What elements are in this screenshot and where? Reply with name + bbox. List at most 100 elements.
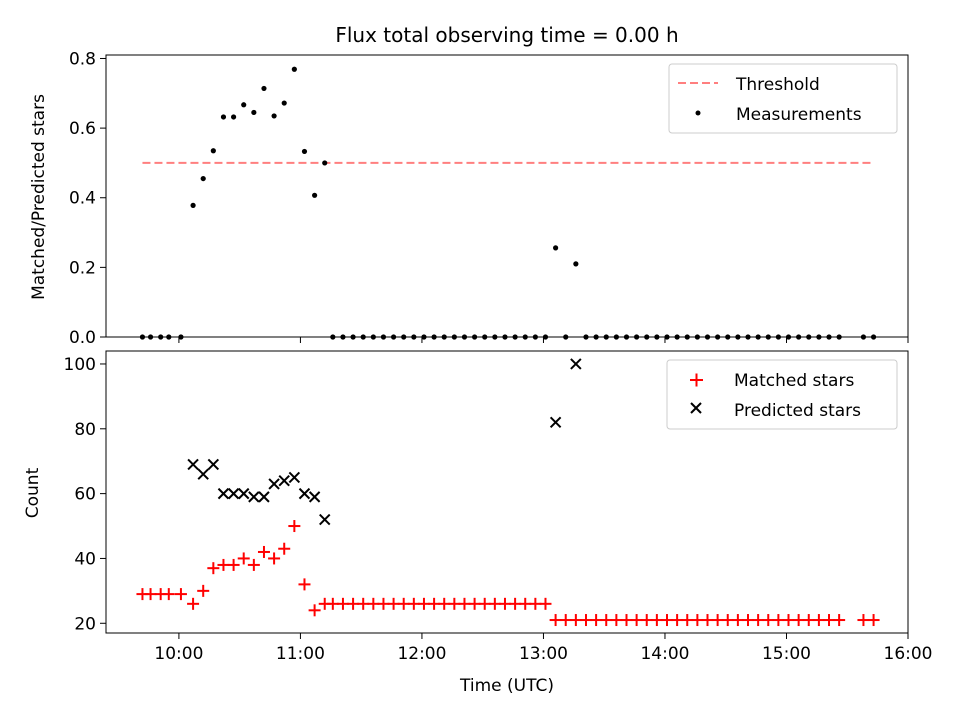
measurement-point <box>785 334 792 340</box>
matched-star-point <box>772 614 785 627</box>
bottom-plot-frame <box>105 350 909 634</box>
measurement-point <box>775 334 781 340</box>
measurement-point <box>623 334 630 340</box>
top-y-axis: 0.0 0.2 0.4 0.6 0.8 <box>69 49 106 348</box>
measurement-point <box>322 160 328 166</box>
measurement-point <box>340 334 346 340</box>
matched-star-point <box>742 614 755 627</box>
matched-star-point <box>174 588 187 601</box>
measurement-point <box>644 334 650 340</box>
matched-star-point <box>278 542 291 555</box>
matched-star-point <box>539 597 552 610</box>
matched-star-point <box>357 597 370 610</box>
bottom-legend-box <box>666 359 898 430</box>
matched-star-point <box>417 597 430 610</box>
top-plot-marks <box>139 66 877 340</box>
y-tick-label: 80 <box>74 420 96 440</box>
matched-star-point <box>187 597 200 610</box>
matched-star-point <box>207 562 220 575</box>
measurement-point <box>765 334 771 340</box>
bottom-y-axis: 20 40 60 80 100 <box>64 355 106 634</box>
matched-star-point <box>711 614 724 627</box>
predicted-star-point <box>258 491 270 503</box>
measurement-point <box>441 334 447 340</box>
matched-star-point <box>298 578 311 591</box>
measurement-point <box>401 334 407 340</box>
matched-star-point <box>867 614 880 627</box>
y-tick-label: 40 <box>74 549 96 569</box>
measurement-point <box>230 114 237 120</box>
matched-star-point <box>407 597 420 610</box>
measurement-point <box>471 334 478 340</box>
bottom-panel: 20 40 60 80 100 10:00 11:00 12:00 13:00 14:00 15:… <box>23 350 933 696</box>
matched-star-point <box>247 558 260 571</box>
measurement-point <box>411 334 417 340</box>
measurement-point <box>502 334 508 340</box>
predicted-star-point <box>319 513 331 526</box>
matched-star-point <box>660 614 673 627</box>
measurement-point <box>593 334 599 340</box>
y-tick-label: 0.4 <box>69 189 96 209</box>
y-tick-label: 0.2 <box>69 258 96 278</box>
matched-star-point <box>731 614 744 627</box>
bottom-legend: Matched stars Predicted stars <box>666 359 898 430</box>
matched-star-point <box>681 614 694 627</box>
matched-star-point <box>671 614 684 627</box>
matched-star-point <box>397 597 410 610</box>
matched-star-point <box>569 614 582 627</box>
measurement-point <box>350 334 356 340</box>
predicted-star-point <box>288 471 301 484</box>
matched-star-point <box>217 558 230 571</box>
matched-star-point <box>857 614 870 627</box>
x-tick-label: 16:00 <box>884 644 933 664</box>
matched-star-point <box>227 558 240 571</box>
y-tick-label: 0.6 <box>69 119 96 139</box>
matched-star-point <box>257 545 270 558</box>
matched-star-point <box>488 597 501 610</box>
measurement-point <box>166 334 172 340</box>
matched-star-point <box>600 614 613 627</box>
bottom-y-axis-label: Count <box>23 467 43 518</box>
legend-matched-swatch <box>690 373 703 387</box>
measurement-point <box>704 334 711 340</box>
measurement-point <box>860 334 867 340</box>
matched-star-point <box>833 614 846 627</box>
measurement-point <box>522 334 528 340</box>
measurement-point <box>745 334 751 340</box>
legend-threshold-label: Threshold <box>735 75 820 95</box>
measurement-point <box>241 102 247 108</box>
measurement-point <box>573 261 579 267</box>
legend-measurements-swatch <box>695 110 701 116</box>
matched-star-point <box>721 614 734 627</box>
legend-predicted-label: Predicted stars <box>734 401 861 421</box>
predicted-star-point <box>570 358 582 370</box>
measurement-point <box>654 334 660 340</box>
measurement-point <box>281 100 287 106</box>
measurement-point <box>271 113 277 119</box>
measurement-point <box>301 148 308 155</box>
matched-star-point <box>620 614 633 627</box>
matched-star-point <box>762 614 775 627</box>
x-tick-label: 10:00 <box>154 644 203 664</box>
predicted-star-point <box>227 487 240 500</box>
measurement-point <box>390 334 397 340</box>
x-tick-label: 15:00 <box>762 644 811 664</box>
measurement-point <box>482 334 488 340</box>
matched-star-point <box>579 614 592 627</box>
measurement-point <box>634 334 640 340</box>
matched-star-point <box>162 588 175 601</box>
measurement-point <box>816 334 822 340</box>
predicted-star-point <box>238 487 250 500</box>
measurement-point <box>431 334 437 340</box>
measurement-point <box>684 334 690 340</box>
measurement-point <box>147 334 154 340</box>
matched-star-point <box>377 597 390 610</box>
measurement-point <box>755 334 761 340</box>
measurement-point <box>664 334 670 340</box>
matched-star-point <box>559 614 572 627</box>
measurement-point <box>836 334 842 340</box>
measurement-point <box>251 109 257 116</box>
measurement-point <box>553 245 559 251</box>
y-tick-label: 0.0 <box>69 328 96 348</box>
measurement-point <box>725 334 731 340</box>
